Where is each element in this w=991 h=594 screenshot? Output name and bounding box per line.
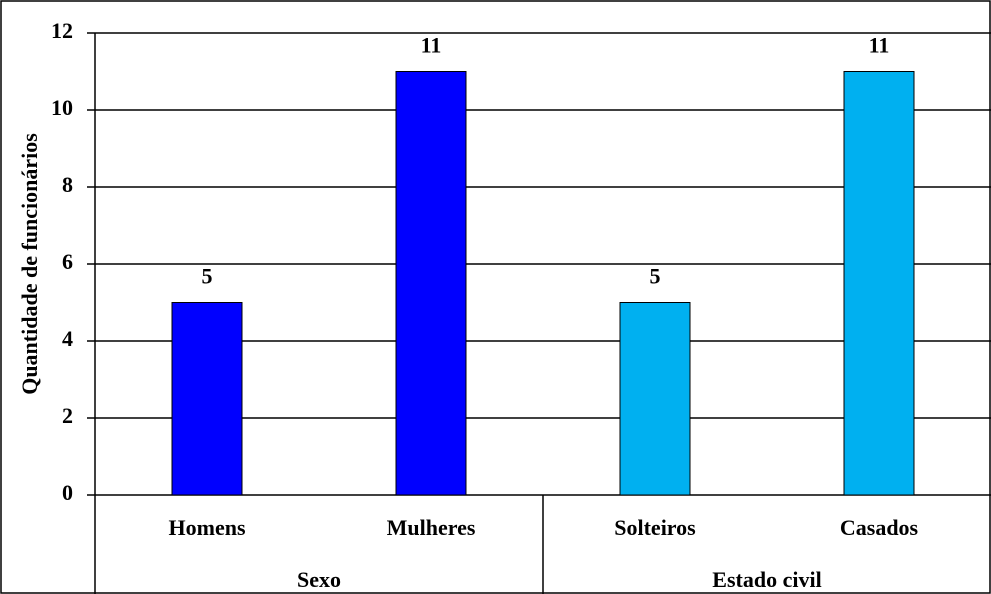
group-label: Estado civil — [712, 567, 821, 592]
data-label: 11 — [869, 33, 890, 58]
bar — [619, 302, 691, 496]
y-tick-label: 6 — [62, 249, 73, 274]
x-tick-label: Mulheres — [387, 515, 476, 540]
data-label: 5 — [650, 264, 661, 289]
y-tick-label: 4 — [62, 326, 73, 351]
y-tick-label: 10 — [51, 95, 73, 120]
y-tick-label: 2 — [62, 403, 73, 428]
x-tick-label: Homens — [169, 515, 246, 540]
x-tick-label: Solteiros — [614, 515, 696, 540]
y-tick-label: 8 — [62, 172, 73, 197]
y-axis-label: Quantidade de funcionários — [17, 133, 42, 395]
bar — [395, 71, 467, 496]
group-label: Sexo — [297, 567, 341, 592]
data-label: 5 — [202, 264, 213, 289]
data-label: 11 — [421, 33, 442, 58]
y-tick-label: 0 — [62, 480, 73, 505]
bar — [843, 71, 915, 496]
x-tick-label: Casados — [840, 515, 919, 540]
y-tick-label: 12 — [51, 18, 73, 43]
bar — [171, 302, 243, 496]
